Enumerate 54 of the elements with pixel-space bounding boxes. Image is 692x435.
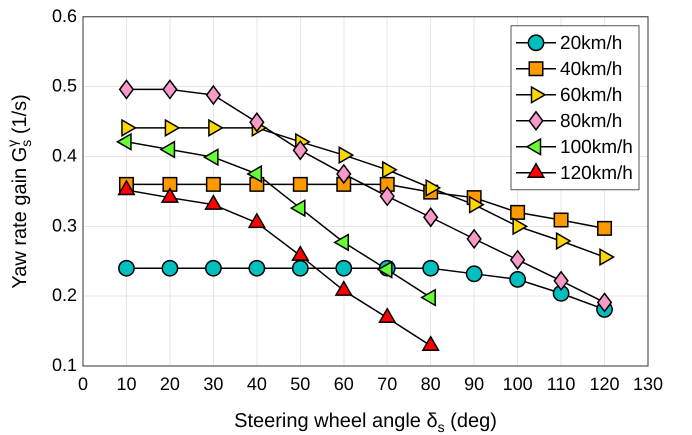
point <box>509 271 526 288</box>
x-tick-label: 70 <box>377 374 398 394</box>
x-tick-label: 120 <box>590 374 620 394</box>
point <box>336 164 352 184</box>
legend-label: 40km/h <box>560 59 622 80</box>
x-tick-label: 30 <box>203 374 224 394</box>
point <box>118 260 135 277</box>
point <box>510 204 526 220</box>
point <box>466 229 482 249</box>
point <box>206 176 221 192</box>
point <box>292 176 308 192</box>
point <box>597 292 612 312</box>
point <box>380 186 395 206</box>
y-tick-label: 0.5 <box>52 76 77 96</box>
legend-label: 100km/h <box>560 137 633 158</box>
y-tick-label: 0.6 <box>52 6 77 26</box>
point <box>162 260 178 277</box>
x-tick-label: 40 <box>246 374 267 394</box>
x-tick-label: 60 <box>334 374 354 394</box>
legend-label: 80km/h <box>560 111 622 132</box>
point <box>204 260 222 277</box>
point <box>422 260 440 277</box>
point <box>423 207 438 227</box>
point <box>554 271 569 291</box>
x-tick-label: 0 <box>78 374 88 394</box>
point <box>597 220 612 236</box>
point <box>118 80 134 100</box>
point <box>292 260 309 277</box>
point <box>206 85 221 105</box>
x-tick-label: 130 <box>632 374 664 394</box>
x-tick-label: 20 <box>160 374 180 394</box>
x-tick-label: 100 <box>502 374 533 394</box>
y-tick-label: 0.4 <box>52 145 77 166</box>
point <box>510 250 526 270</box>
x-tick-label: 110 <box>546 374 576 394</box>
point <box>162 176 178 192</box>
x-tick-label: 10 <box>116 374 136 394</box>
point <box>554 212 569 228</box>
legend-label: 60km/h <box>560 85 622 106</box>
point <box>249 112 264 132</box>
point <box>162 80 178 100</box>
x-tick-label: 50 <box>290 374 310 394</box>
y-tick-label: 0.1 <box>52 354 77 375</box>
y-tick-label: 0.2 <box>52 285 77 306</box>
legend-label: 20km/h <box>560 33 622 54</box>
x-tick-label: 80 <box>420 374 441 394</box>
y-axis-title: Yaw rate gain Gsγ (1/s) <box>4 94 34 289</box>
point <box>335 260 352 277</box>
point <box>466 265 483 282</box>
y-tick-label: 0.3 <box>52 215 77 236</box>
point <box>292 140 308 160</box>
legend-label: 120km/h <box>560 163 633 184</box>
point <box>248 260 266 277</box>
x-tick-label: 90 <box>464 374 484 394</box>
